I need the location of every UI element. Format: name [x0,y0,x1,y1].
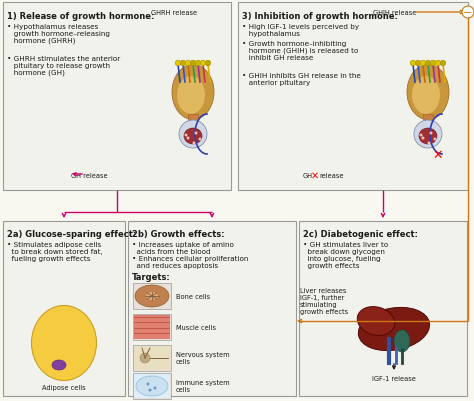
Text: Targets:: Targets: [132,272,171,281]
Bar [133,345,171,371]
Ellipse shape [146,292,158,300]
Circle shape [200,61,206,67]
Circle shape [429,132,432,135]
Text: • Stimulates adipose cells
  to break down stored fat,
  fueling growth effects: • Stimulates adipose cells to break down… [7,241,103,261]
Ellipse shape [179,121,207,149]
Bar [134,374,170,398]
Circle shape [415,61,421,67]
Bar [423,115,433,133]
Bar [128,221,296,396]
Ellipse shape [184,129,202,145]
Circle shape [146,383,149,385]
Text: • GHRH stimulates the anterior
   pituitary to release growth
   hormone (GH): • GHRH stimulates the anterior pituitary… [7,56,120,76]
Text: ✕: ✕ [433,148,443,161]
Bar [133,283,171,309]
Text: 2a) Glucose-sparing effect:: 2a) Glucose-sparing effect: [7,229,136,239]
Ellipse shape [31,306,97,381]
Ellipse shape [412,77,440,115]
Ellipse shape [136,376,168,396]
Text: Adipose cells: Adipose cells [42,384,86,390]
Bar [188,115,198,133]
Bar [133,314,171,340]
Text: Bone cells: Bone cells [176,293,210,299]
Bar [238,3,468,190]
Ellipse shape [358,308,429,351]
Bar [3,221,125,396]
Circle shape [421,137,424,140]
Text: 1) Release of growth hormone:: 1) Release of growth hormone: [7,12,155,21]
Text: Immune system
cells: Immune system cells [176,380,229,393]
Text: release: release [319,172,344,178]
Circle shape [185,61,191,67]
Text: • Increases uptake of amino
  acids from the blood: • Increases uptake of amino acids from t… [132,241,234,254]
Circle shape [190,61,196,67]
Text: IGF-1 release: IGF-1 release [372,375,416,381]
Circle shape [420,61,426,67]
Text: 2c) Diabetogenic effect:: 2c) Diabetogenic effect: [303,229,418,239]
Ellipse shape [407,65,449,120]
Bar [3,3,231,190]
Ellipse shape [52,360,66,370]
Ellipse shape [414,121,442,149]
Circle shape [195,61,201,67]
Text: 2b) Growth effects:: 2b) Growth effects: [132,229,225,239]
Text: • Growth hormone–inhibiting
   hormone (GHIH) is released to
   inhibit GH relea: • Growth hormone–inhibiting hormone (GHI… [242,41,358,61]
Circle shape [192,142,195,145]
Ellipse shape [419,129,437,145]
Text: Nervous system
cells: Nervous system cells [176,352,229,365]
Circle shape [410,61,416,67]
Text: −: − [463,8,473,18]
Circle shape [199,138,201,141]
Ellipse shape [172,65,214,120]
Text: • Hypothalamus releases
   growth hormone–releasing
   hormone (GHRH): • Hypothalamus releases growth hormone–r… [7,24,110,45]
Bar [133,373,171,399]
Text: ✕: ✕ [311,170,319,180]
Text: GHRH release: GHRH release [151,10,197,16]
Circle shape [435,61,441,67]
Text: Liver releases
IGF-1, further
stimulating
growth effects: Liver releases IGF-1, further stimulatin… [300,287,348,314]
Circle shape [148,389,152,391]
Circle shape [194,132,198,135]
Ellipse shape [135,285,169,307]
Text: GH release: GH release [71,172,108,178]
Text: • High IGF-1 levels perceived by
   hypothalamus: • High IGF-1 levels perceived by hypotha… [242,24,359,37]
Circle shape [433,138,437,141]
Bar [134,346,170,370]
Text: Muscle cells: Muscle cells [176,324,216,330]
Circle shape [186,137,190,140]
Bar [134,315,170,339]
Text: GHIH release: GHIH release [373,10,416,16]
Text: • GH stimulates liver to
  break down glycogen
  into glucose, fueling
  growth : • GH stimulates liver to break down glyc… [303,241,388,268]
Circle shape [440,61,446,67]
Circle shape [184,134,188,137]
Text: GH: GH [303,172,313,178]
Text: • Enhances cellular proliferation
  and reduces apoptosis: • Enhances cellular proliferation and re… [132,255,248,268]
Ellipse shape [140,353,150,363]
Circle shape [180,61,186,67]
Circle shape [462,7,474,19]
Circle shape [154,387,156,389]
Text: 3) Inhibition of growth hormone:: 3) Inhibition of growth hormone: [242,12,398,21]
Circle shape [425,61,431,67]
Circle shape [430,61,436,67]
Ellipse shape [394,330,410,352]
Bar [299,221,467,396]
Text: • GHIH inhibits GH release in the
   anterior pituitary: • GHIH inhibits GH release in the anteri… [242,73,361,86]
Ellipse shape [177,77,205,115]
Circle shape [175,61,181,67]
Ellipse shape [357,307,395,336]
Circle shape [205,61,211,67]
Circle shape [419,134,422,137]
Circle shape [428,142,430,145]
